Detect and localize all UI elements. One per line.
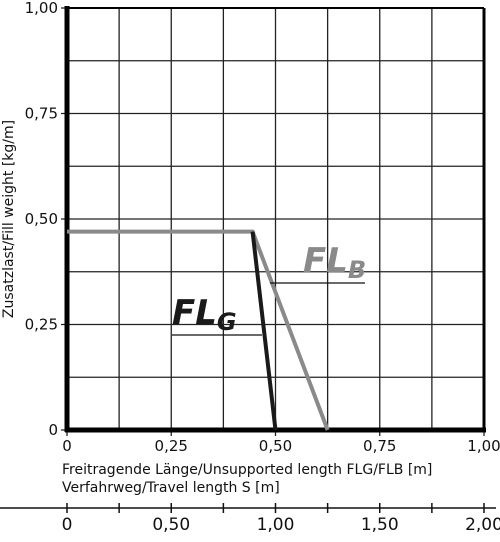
series-label: FLG bbox=[172, 293, 237, 336]
series-name: FL bbox=[172, 293, 217, 333]
x2-tick-label: 0 bbox=[62, 515, 73, 535]
y-tick-label: 1,00 bbox=[25, 0, 58, 17]
x-tick-label: 0 bbox=[62, 437, 72, 455]
x-axis-title: Freitragende Länge/Unsupported length FL… bbox=[62, 462, 432, 478]
y-tick-label: 0,50 bbox=[25, 210, 58, 228]
series-label: FLB bbox=[303, 241, 366, 284]
series-subscript: B bbox=[348, 256, 366, 284]
x2-tick-label: 1,50 bbox=[361, 515, 399, 535]
x-tick-label: 0,50 bbox=[259, 437, 292, 455]
x-tick-label: 0,25 bbox=[155, 437, 188, 455]
x2-tick-label: 2,00 bbox=[465, 515, 500, 535]
x-tick-label: 0,75 bbox=[363, 437, 396, 455]
y-tick-label: 0,75 bbox=[25, 105, 58, 123]
series-subscript: G bbox=[217, 308, 237, 336]
series-name: FL bbox=[303, 241, 348, 281]
y-tick-label: 0 bbox=[48, 421, 58, 439]
y-axis-title: Zusatzlast/Fill weight [kg/m] bbox=[1, 120, 17, 318]
x2-tick-label: 1,00 bbox=[257, 515, 295, 535]
x2-tick-label: 0,50 bbox=[152, 515, 190, 535]
x-tick-label: 1,00 bbox=[467, 437, 500, 455]
y-tick-label: 0,25 bbox=[25, 316, 58, 334]
x2-axis-title: Verfahrweg/Travel length S [m] bbox=[62, 480, 280, 496]
data-line bbox=[250, 231, 278, 431]
